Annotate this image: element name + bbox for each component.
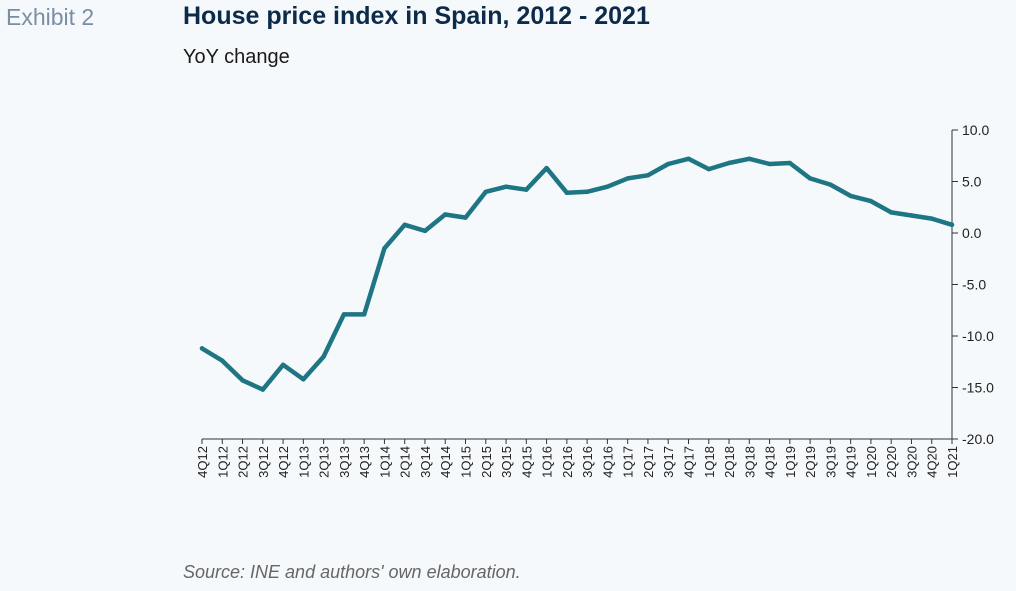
data-point: [929, 216, 934, 221]
exhibit-label: Exhibit 2: [6, 4, 95, 30]
x-tick-label: 2Q15: [479, 446, 494, 478]
data-point: [666, 161, 671, 167]
data-point: [341, 312, 347, 317]
x-tick-label: 4Q17: [681, 446, 696, 478]
x-tick-label: 2Q20: [884, 446, 899, 478]
data-point: [645, 173, 651, 178]
x-tick-label: 2Q18: [722, 446, 737, 478]
data-point: [382, 246, 387, 251]
x-tick-label: 4Q16: [600, 446, 615, 478]
data-point: [807, 176, 813, 181]
x-tick-label: 2Q19: [803, 446, 818, 478]
chart-title: House price index in Spain, 2012 - 2021: [183, 2, 650, 30]
data-point: [706, 166, 711, 172]
x-tick-label: 1Q16: [540, 446, 555, 478]
x-tick-label: 1Q20: [864, 446, 879, 478]
data-point: [402, 222, 407, 227]
x-tick-label: 1Q19: [783, 446, 798, 478]
data-point: [828, 182, 833, 187]
x-tick-label: 3Q18: [742, 446, 757, 478]
x-tick-label: 4Q12: [276, 446, 291, 478]
data-point: [321, 354, 326, 359]
y-tick-label: 5.0: [962, 174, 982, 190]
source-note: Source: INE and authors' own elaboration…: [183, 562, 521, 582]
chart-subtitle: YoY change: [183, 46, 290, 68]
x-tick-label: 4Q15: [519, 446, 534, 478]
data-point: [625, 176, 630, 181]
x-tick-label: 3Q16: [580, 446, 595, 478]
data-point: [301, 377, 306, 382]
x-tick-label: 2Q14: [398, 446, 413, 478]
data-point: [280, 362, 286, 368]
data-point: [909, 213, 914, 218]
data-point: [361, 312, 367, 317]
data-point: [463, 215, 468, 220]
x-tick-label: 2Q13: [317, 446, 332, 478]
data-point: [848, 193, 853, 199]
data-point: [443, 212, 448, 217]
data-point: [868, 198, 874, 204]
data-point: [483, 189, 488, 194]
x-tick-label: 3Q17: [661, 446, 676, 478]
data-point: [220, 358, 225, 363]
y-tick-label: 0.0: [962, 225, 982, 241]
data-point: [767, 161, 772, 167]
data-point: [888, 210, 894, 215]
data-point: [747, 156, 752, 162]
data-point: [726, 160, 732, 166]
x-tick-label: 2Q12: [236, 446, 251, 478]
y-axis: 10.0 5.0 0.0 -5.0 -10.0 -15.0 -20.0: [951, 122, 994, 447]
data-point: [787, 160, 793, 166]
y-tick-label: -20.0: [962, 431, 994, 447]
y-tick-label: 10.0: [962, 122, 989, 138]
x-tick-label: 2Q17: [641, 446, 656, 478]
x-tick-label: 4Q20: [925, 446, 940, 478]
x-tick-label: 4Q14: [438, 446, 453, 478]
series-group: [199, 156, 955, 392]
x-tick-label: 3Q15: [499, 446, 514, 478]
data-point: [240, 378, 245, 383]
x-tick-label: 3Q12: [256, 446, 271, 478]
y-tick-label: -15.0: [962, 380, 994, 396]
y-tick-label: -10.0: [962, 328, 994, 344]
x-tick-label: 4Q18: [763, 446, 778, 478]
data-point: [503, 184, 509, 189]
data-point: [524, 187, 529, 192]
x-tick-label: 1Q17: [621, 446, 636, 478]
data-point: [544, 165, 549, 171]
x-axis: 4Q12 1Q12 2Q12 3Q12 4Q12 1Q13 2Q13 3Q13 4Q13 1Q14…: [195, 438, 960, 478]
x-tick-label: 2Q16: [560, 446, 575, 478]
x-tick-label: 3Q19: [823, 446, 838, 478]
data-point: [686, 156, 691, 162]
x-tick-label: 1Q13: [296, 446, 311, 478]
x-tick-label: 3Q13: [337, 446, 352, 478]
x-tick-label: 4Q13: [357, 446, 372, 478]
x-tick-label: 1Q15: [459, 446, 474, 478]
x-tick-label: 3Q14: [418, 446, 433, 478]
x-tick-label: 4Q19: [844, 446, 859, 478]
data-point: [199, 346, 205, 351]
series-line: [199, 156, 955, 392]
x-tick-label: 1Q18: [702, 446, 717, 478]
data-point: [422, 228, 428, 234]
x-tick-label: 1Q12: [215, 446, 230, 478]
data-point: [605, 184, 610, 189]
data-point: [949, 222, 955, 227]
x-tick-label: 1Q14: [377, 446, 392, 478]
data-point: [260, 387, 266, 392]
data-point: [564, 190, 570, 196]
x-tick-label: 3Q20: [904, 446, 919, 478]
x-tick-label: 4Q12: [195, 446, 210, 478]
data-point: [584, 189, 590, 194]
x-tick-label: 1Q21: [945, 446, 960, 478]
y-tick-label: -5.0: [962, 277, 986, 293]
